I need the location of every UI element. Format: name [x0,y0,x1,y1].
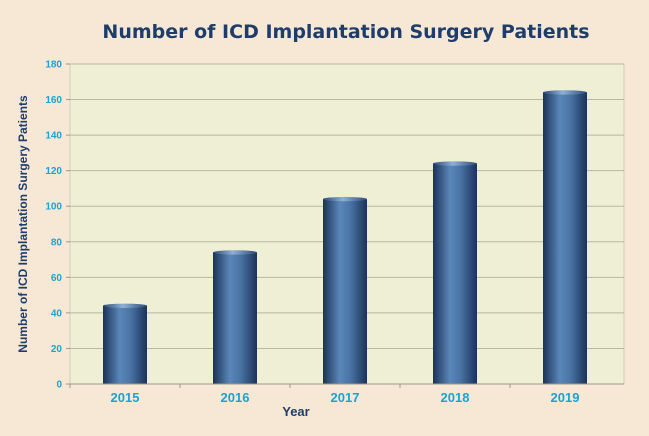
x-tick-label: 2017 [331,390,360,405]
bar-cap-2019 [543,90,587,95]
bar-2017 [323,199,367,384]
y-tick-label: 40 [51,308,63,319]
y-axis-ticks: 0 20 40 60 80 100 120 140 160 180 [45,60,70,391]
bars [103,90,587,384]
y-tick-label: 80 [51,237,63,248]
bar-cap-2016 [213,250,257,255]
bar-2018 [433,163,477,384]
x-axis-ticks: 2015 2016 2017 2018 2019 [69,384,580,405]
y-tick-label: 180 [45,60,62,71]
x-tick-label: 2019 [551,390,580,405]
y-tick-label: 120 [45,166,62,177]
y-tick-label: 20 [51,344,63,355]
y-tick-label: 0 [56,380,62,391]
y-tick-label: 60 [51,273,63,284]
x-axis-title: Year [282,404,309,419]
bar-cap-2015 [103,303,147,308]
y-tick-label: 160 [45,95,62,106]
gridlines [70,63,624,349]
bar-2019 [543,92,587,384]
bar-cap-2018 [433,161,477,166]
bar-cap-2017 [323,196,367,202]
chart-title: Number of ICD Implantation Surgery Patie… [102,21,589,43]
bar-2015 [103,305,147,384]
y-tick-label: 100 [45,202,62,213]
x-tick-label: 2015 [111,390,140,405]
y-tick-label: 140 [45,131,62,142]
y-axis-title: Number of ICD Implantation Surgery Patie… [16,95,30,353]
x-tick-label: 2016 [221,390,250,405]
x-tick-label: 2018 [441,390,470,405]
bar-2016 [213,252,257,384]
